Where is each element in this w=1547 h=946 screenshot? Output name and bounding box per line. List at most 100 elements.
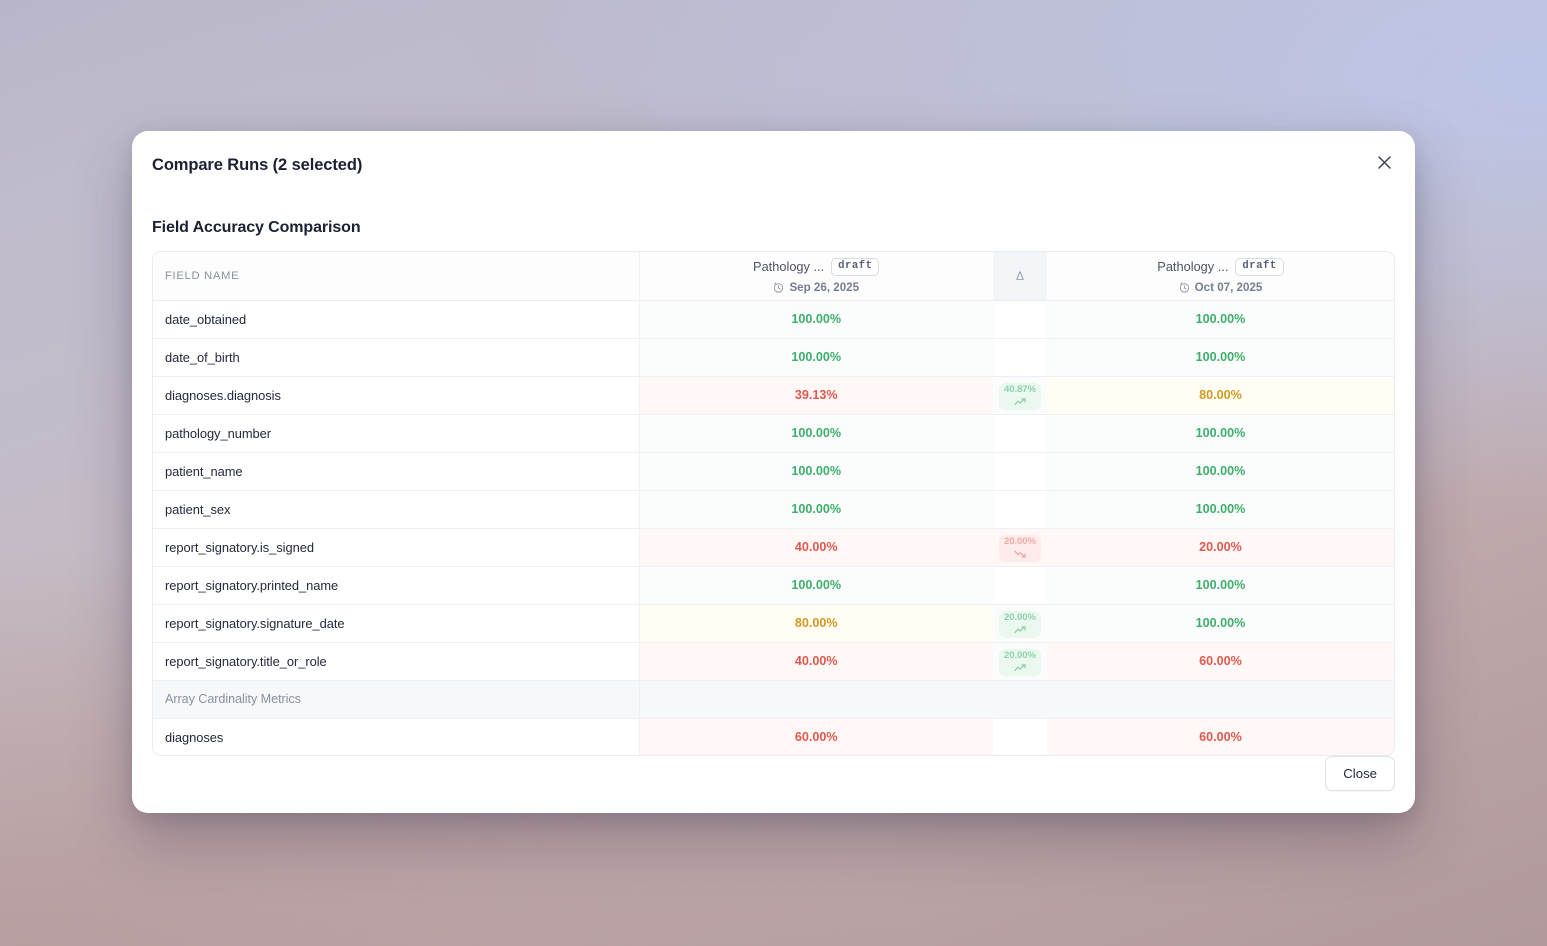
run-b-name: Pathology ... [1157, 258, 1229, 274]
delta-value: 40.87% [1004, 384, 1036, 396]
run-b-title: Pathology ... draft [1053, 258, 1388, 276]
run-b-value-cell: 60.00% [1047, 718, 1394, 755]
field-name-cell: pathology_number [153, 414, 640, 453]
run-b-status-badge: draft [1235, 258, 1284, 276]
clock-icon [774, 282, 784, 293]
section-label: Array Cardinality Metrics [153, 680, 640, 719]
page-title: Compare Runs (2 selected) [152, 156, 363, 174]
section-spacer-b [1047, 680, 1394, 719]
field-name-cell: report_signatory.is_signed [153, 528, 640, 567]
run-a-name: Pathology ... [753, 258, 825, 274]
delta-value: 20.00% [1004, 536, 1036, 548]
run-a-value-cell: 60.00% [639, 718, 993, 755]
delta-badge: 40.87% [999, 383, 1041, 410]
field-name-cell: report_signatory.title_or_role [153, 642, 640, 681]
delta-value: 20.00% [1004, 650, 1036, 662]
trending-up-icon [1013, 397, 1026, 405]
delta-value: 20.00% [1004, 612, 1036, 624]
table-row: report_signatory.is_signed 40.00% 20.00% 20… [153, 528, 1394, 567]
run-a-value-cell: 40.00% [639, 642, 993, 681]
column-header-field-name: FIELD NAME [153, 252, 640, 301]
run-b-date-line: Oct 07, 2025 [1053, 280, 1388, 294]
trending-up-icon [1013, 625, 1026, 633]
run-b-value-cell: 80.00% [1047, 376, 1394, 415]
delta-cell [993, 718, 1047, 755]
delta-cell [993, 490, 1047, 529]
column-header-delta: Δ [993, 252, 1047, 301]
table-row: diagnoses.diagnosis 39.13% 40.87% 80.00% [153, 376, 1394, 415]
run-a-value-cell: 100.00% [639, 414, 993, 453]
field-name-cell: diagnoses.diagnosis [153, 376, 640, 415]
column-header-run-b[interactable]: Pathology ... draft Oct 07, 2025 [1047, 252, 1394, 301]
run-b-value-cell: 100.00% [1047, 300, 1394, 339]
run-a-value-cell: 40.00% [639, 528, 993, 567]
field-name-cell: patient_sex [153, 490, 640, 529]
table-row: report_signatory.title_or_role 40.00% 20.0… [153, 642, 1394, 681]
table-row: report_signatory.signature_date 80.00% 20.… [153, 604, 1394, 643]
trending-down-icon [1013, 550, 1026, 558]
table-row: patient_sex 100.00% 100.00% [153, 490, 1394, 529]
section-spacer-a [639, 680, 993, 719]
table-row: report_signatory.printed_name 100.00% 100.… [153, 566, 1394, 605]
delta-badge: 20.00% [999, 611, 1041, 638]
section-spacer-delta [993, 680, 1047, 719]
run-a-value-cell: 100.00% [639, 452, 993, 491]
run-b-value-cell: 20.00% [1047, 528, 1394, 567]
close-icon-button[interactable] [1369, 147, 1399, 177]
close-button[interactable]: Close [1325, 756, 1395, 791]
field-name-cell: report_signatory.printed_name [153, 566, 640, 605]
trending-up-icon [1013, 663, 1026, 671]
delta-cell [993, 338, 1047, 377]
table-header: FIELD NAME Pathology ... draft [153, 252, 1394, 301]
delta-cell: 40.87% [993, 376, 1047, 415]
delta-cell: 20.00% [993, 528, 1047, 567]
field-accuracy-table: FIELD NAME Pathology ... draft [153, 252, 1394, 755]
field-name-cell: date_of_birth [153, 338, 640, 377]
table-body: date_obtained 100.00% 100.00% date_of_birth… [153, 300, 1394, 755]
column-header-run-a[interactable]: Pathology ... draft Sep 26, 2025 [639, 252, 993, 301]
run-b-value-cell: 100.00% [1047, 566, 1394, 605]
run-a-value-cell: 80.00% [639, 604, 993, 643]
delta-cell [993, 566, 1047, 605]
table-row: pathology_number 100.00% 100.00% [153, 414, 1394, 453]
delta-cell [993, 452, 1047, 491]
delta-badge: 20.00% [999, 535, 1041, 562]
clock-icon [1179, 282, 1189, 293]
field-accuracy-table-wrap: FIELD NAME Pathology ... draft [152, 251, 1395, 756]
compare-runs-modal: Compare Runs (2 selected) Field Accuracy… [132, 131, 1415, 813]
run-b-value-cell: 100.00% [1047, 452, 1394, 491]
table-section-row: Array Cardinality Metrics [153, 680, 1394, 719]
run-b-value-cell: 100.00% [1047, 338, 1394, 377]
run-a-value-cell: 100.00% [639, 338, 993, 377]
run-b-date: Oct 07, 2025 [1194, 280, 1263, 294]
run-b-value-cell: 100.00% [1047, 604, 1394, 643]
table-row: date_obtained 100.00% 100.00% [153, 300, 1394, 339]
table-row: patient_name 100.00% 100.00% [153, 452, 1394, 491]
table-row: diagnoses 60.00% 60.00% [153, 718, 1394, 755]
run-a-value-cell: 100.00% [639, 490, 993, 529]
delta-badge: 20.00% [999, 649, 1041, 676]
delta-cell [993, 414, 1047, 453]
run-a-value-cell: 39.13% [639, 376, 993, 415]
modal-footer: Close [132, 756, 1415, 813]
delta-cell: 20.00% [993, 642, 1047, 681]
run-b-value-cell: 100.00% [1047, 490, 1394, 529]
table-header-row: FIELD NAME Pathology ... draft [153, 252, 1394, 301]
run-b-value-cell: 60.00% [1047, 642, 1394, 681]
section-title: Field Accuracy Comparison [152, 219, 361, 236]
run-a-date-line: Sep 26, 2025 [646, 280, 988, 294]
delta-cell: 20.00% [993, 604, 1047, 643]
run-b-value-cell: 100.00% [1047, 414, 1394, 453]
run-a-date: Sep 26, 2025 [789, 280, 860, 294]
close-icon [1377, 155, 1391, 169]
field-name-cell: report_signatory.signature_date [153, 604, 640, 643]
field-name-cell: date_obtained [153, 300, 640, 339]
run-a-value-cell: 100.00% [639, 300, 993, 339]
field-name-cell: patient_name [153, 452, 640, 491]
table-row: date_of_birth 100.00% 100.00% [153, 338, 1394, 377]
run-a-value-cell: 100.00% [639, 566, 993, 605]
delta-cell [993, 300, 1047, 339]
run-a-title: Pathology ... draft [646, 258, 988, 276]
run-a-status-badge: draft [831, 258, 880, 276]
field-name-cell: diagnoses [153, 718, 640, 755]
